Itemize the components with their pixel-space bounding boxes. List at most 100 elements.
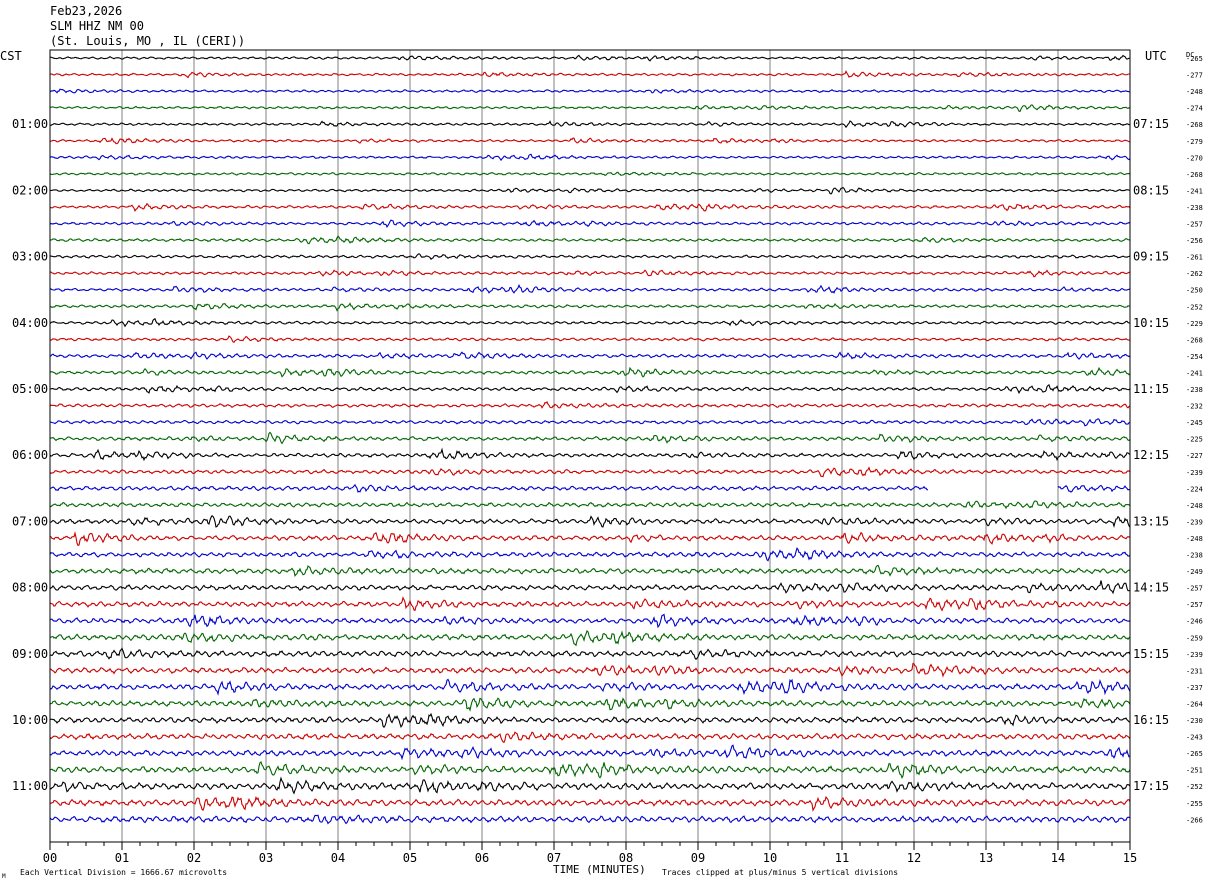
cst-hour-label: 03:00 bbox=[12, 250, 48, 264]
trace-line bbox=[49, 530, 1131, 547]
trace-line bbox=[49, 731, 1131, 744]
trace-line bbox=[49, 662, 1131, 678]
plot-frame bbox=[49, 49, 1131, 843]
dc-offset-labels: -265 -277 -248 -274 -268 -279 -270 -268 -241 -238… bbox=[1186, 55, 1203, 824]
dc-offset-label: -248 bbox=[1186, 88, 1203, 96]
trace-line bbox=[49, 500, 1131, 510]
cst-hour-label: 09:00 bbox=[12, 647, 48, 661]
trace-line bbox=[49, 400, 1131, 409]
trace-line bbox=[49, 137, 1131, 145]
trace-line bbox=[49, 253, 1131, 261]
trace-line bbox=[49, 564, 1131, 578]
x-tick-label: 07 bbox=[547, 851, 561, 865]
trace-line bbox=[49, 483, 1131, 493]
trace-line bbox=[49, 70, 1131, 79]
trace-line bbox=[49, 678, 1131, 696]
trace-line bbox=[49, 596, 1131, 612]
trace-line bbox=[49, 186, 1131, 195]
trace-line bbox=[49, 515, 1131, 528]
dc-offset-label: -238 bbox=[1186, 386, 1203, 394]
trace-line bbox=[49, 153, 1131, 162]
dc-offset-label: -238 bbox=[1186, 204, 1203, 212]
bottom-left-mark: M bbox=[2, 873, 6, 880]
trace-line bbox=[49, 219, 1131, 229]
x-tick-label: 00 bbox=[43, 851, 57, 865]
dc-offset-label: -254 bbox=[1186, 353, 1203, 361]
utc-hour-label: 11:15 bbox=[1133, 382, 1169, 396]
dc-offset-label: -268 bbox=[1186, 171, 1203, 179]
trace-line bbox=[49, 318, 1131, 328]
dc-offset-label: -264 bbox=[1186, 700, 1203, 708]
trace-line bbox=[49, 776, 1131, 795]
dc-offset-label: -241 bbox=[1186, 187, 1203, 195]
trace-line bbox=[49, 744, 1131, 761]
trace-line bbox=[49, 761, 1131, 779]
utc-hour-label: 09:15 bbox=[1133, 250, 1169, 264]
utc-hour-labels: 07:15 08:15 09:15 10:15 11:15 12:15 13:15 14:15… bbox=[1133, 117, 1169, 793]
trace-line bbox=[49, 54, 1131, 62]
x-tick-label: 08 bbox=[619, 851, 633, 865]
trace-line bbox=[49, 547, 1131, 562]
trace-line bbox=[49, 814, 1131, 825]
trace-line bbox=[49, 629, 1131, 647]
cst-hour-label: 04:00 bbox=[12, 316, 48, 330]
x-tick-label: 10 bbox=[763, 851, 777, 865]
dc-offset-label: -257 bbox=[1186, 585, 1203, 593]
utc-hour-label: 08:15 bbox=[1133, 183, 1169, 197]
x-tick-label: 12 bbox=[907, 851, 921, 865]
trace-line bbox=[49, 418, 1131, 427]
cst-label: CST bbox=[0, 49, 22, 63]
dc-offset-label: -266 bbox=[1186, 816, 1203, 824]
dc-offset-label: -227 bbox=[1186, 452, 1203, 460]
trace-line bbox=[49, 88, 1131, 94]
dc-offset-label: -239 bbox=[1186, 651, 1203, 659]
utc-hour-label: 07:15 bbox=[1133, 117, 1169, 131]
dc-offset-label: -259 bbox=[1186, 634, 1203, 642]
minute-grid bbox=[121, 50, 1059, 842]
trace-line bbox=[49, 120, 1131, 129]
dc-offset-label: -252 bbox=[1186, 303, 1203, 311]
dc-offset-label: -248 bbox=[1186, 502, 1203, 510]
dc-offset-label: -262 bbox=[1186, 270, 1203, 278]
dc-offset-label: -241 bbox=[1186, 369, 1203, 377]
x-tick-label: 09 bbox=[691, 851, 705, 865]
utc-hour-label: 14:15 bbox=[1133, 581, 1169, 595]
trace-line bbox=[49, 235, 1131, 245]
trace-line bbox=[49, 580, 1131, 595]
trace-line bbox=[49, 384, 1131, 395]
dc-offset-label: -248 bbox=[1186, 535, 1203, 543]
x-tick-label: 15 bbox=[1123, 851, 1137, 865]
x-tick-label: 13 bbox=[979, 851, 993, 865]
date-label: Feb23,2026 bbox=[50, 4, 123, 18]
trace-line bbox=[49, 351, 1131, 360]
trace-line bbox=[49, 447, 1131, 462]
trace-line bbox=[49, 302, 1131, 312]
dc-offset-label: -255 bbox=[1186, 800, 1203, 808]
dc-offset-label: -243 bbox=[1186, 734, 1203, 742]
dc-offset-label: -261 bbox=[1186, 254, 1203, 262]
cst-hour-labels: 01:00 02:00 03:00 04:00 05:00 06:00 07:00 08:00… bbox=[12, 117, 48, 793]
location-label: (St. Louis, MO , IL (CERI)) bbox=[50, 34, 246, 48]
station-label: SLM HHZ NM 00 bbox=[50, 19, 144, 33]
dc-offset-label: -268 bbox=[1186, 336, 1203, 344]
cst-hour-label: 11:00 bbox=[12, 779, 48, 793]
dc-label: DC bbox=[1186, 51, 1194, 59]
trace-line bbox=[49, 431, 1131, 445]
dc-offset-label: -239 bbox=[1186, 518, 1203, 526]
dc-offset-label: -237 bbox=[1186, 684, 1203, 692]
trace-line bbox=[49, 171, 1131, 176]
cst-hour-label: 10:00 bbox=[12, 713, 48, 727]
scale-note: Each Vertical Division = 1666.67 microvo… bbox=[20, 868, 227, 877]
seismic-traces bbox=[49, 54, 1131, 825]
dc-offset-label: -245 bbox=[1186, 419, 1203, 427]
utc-hour-label: 16:15 bbox=[1133, 713, 1169, 727]
dc-offset-label: -257 bbox=[1186, 221, 1203, 229]
dc-offset-label: -250 bbox=[1186, 287, 1203, 295]
x-tick-label: 04 bbox=[331, 851, 345, 865]
cst-hour-label: 02:00 bbox=[12, 183, 48, 197]
x-tick-label: 01 bbox=[115, 851, 129, 865]
dc-offset-label: -231 bbox=[1186, 667, 1203, 675]
dc-offset-label: -239 bbox=[1186, 469, 1203, 477]
x-tick-label: 11 bbox=[835, 851, 849, 865]
